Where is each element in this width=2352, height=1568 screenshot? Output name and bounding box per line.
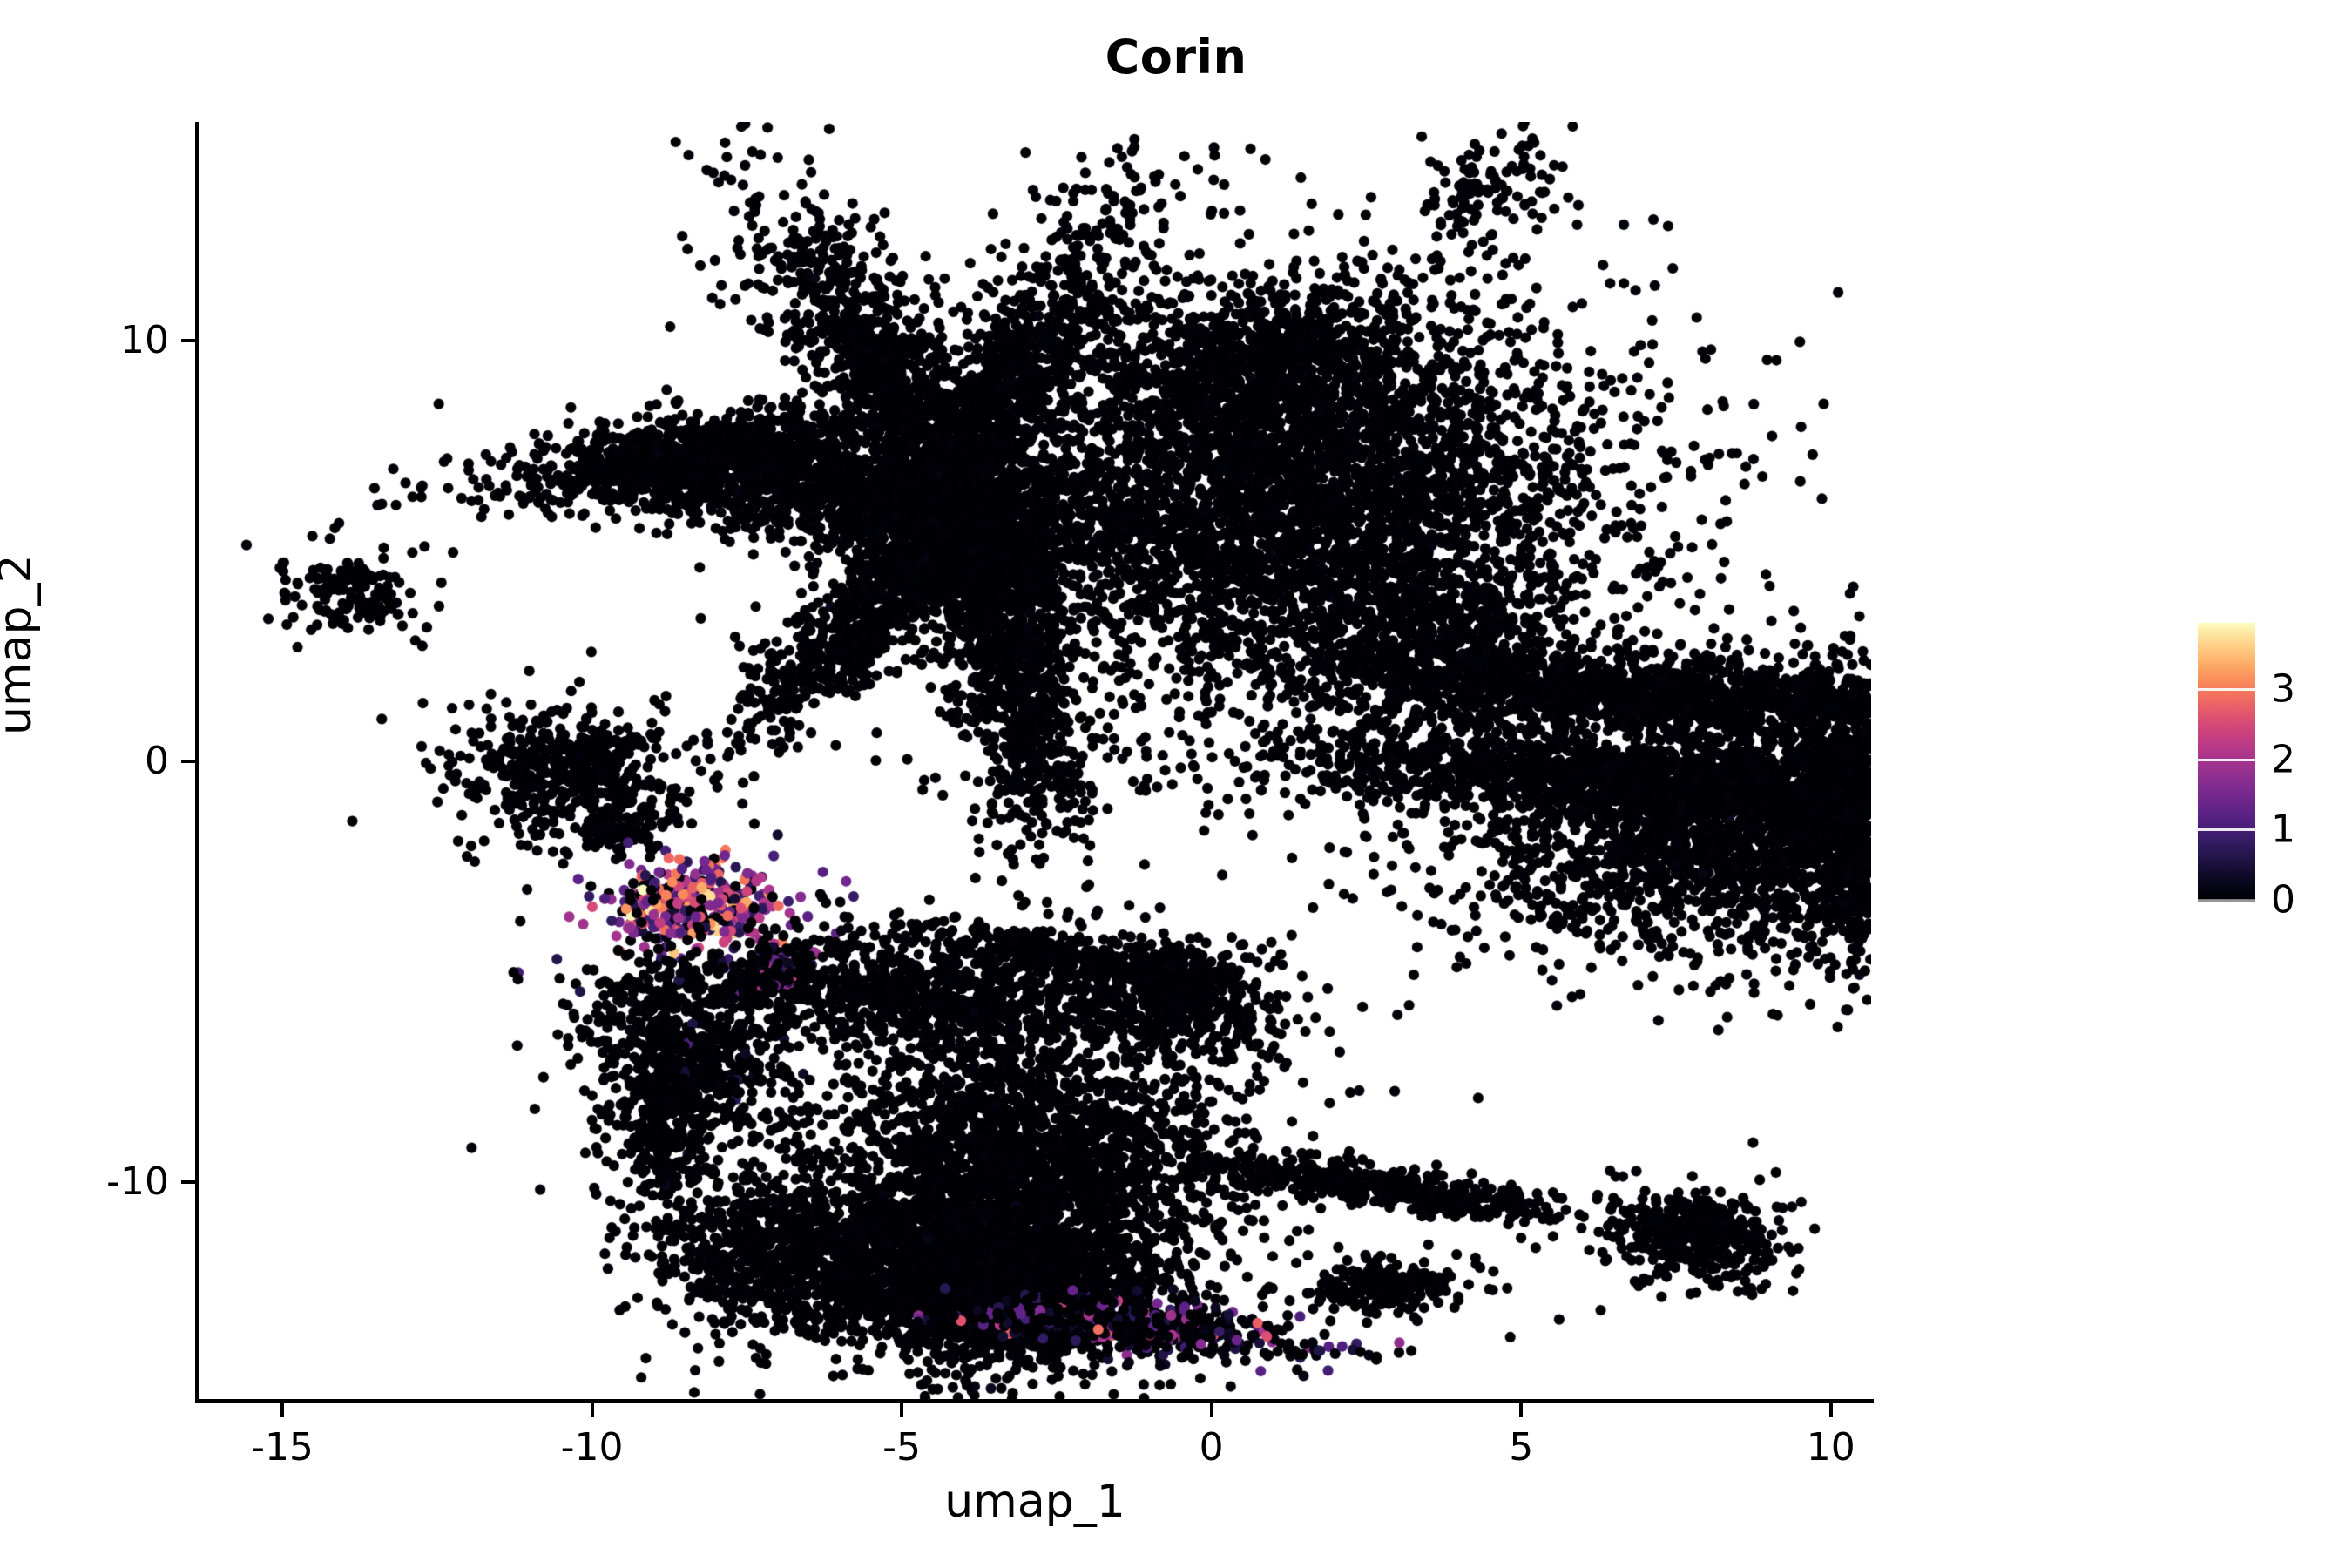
colorbar [2198, 623, 2255, 902]
umap-scatter-canvas [199, 122, 1871, 1401]
colorbar-tick-label: 2 [2271, 737, 2295, 782]
page-title: Corin [1105, 30, 1247, 84]
colorbar-tick-label: 0 [2271, 877, 2295, 923]
x-tick-label: 0 [1199, 1425, 1224, 1470]
x-axis-spine [195, 1399, 1874, 1403]
colorbar-tick-mark [2198, 758, 2255, 761]
colorbar-gradient [2198, 623, 2255, 900]
y-tick-label: -10 [106, 1159, 169, 1204]
x-tick-label: -5 [882, 1425, 922, 1470]
colorbar-tick-label: 3 [2271, 666, 2295, 712]
x-axis-label: umap_1 [944, 1476, 1125, 1528]
y-axis-label: umap_2 [0, 554, 43, 735]
colorbar-tick-label: 1 [2271, 807, 2295, 852]
x-tick-mark [1828, 1403, 1833, 1417]
colorbar-tick-mark [2198, 899, 2255, 902]
x-tick-mark [590, 1403, 594, 1417]
y-axis-spine [195, 122, 199, 1403]
x-tick-label: -10 [560, 1425, 624, 1470]
y-tick-label: 10 [120, 318, 169, 363]
y-tick-mark [181, 339, 195, 343]
scatter-plot-axes [199, 122, 1871, 1401]
y-tick-label: 0 [145, 739, 169, 783]
x-tick-label: 10 [1806, 1425, 1855, 1470]
x-tick-label: 5 [1509, 1425, 1534, 1470]
x-tick-mark [280, 1403, 284, 1417]
x-tick-mark [900, 1403, 904, 1417]
y-tick-mark [181, 1179, 195, 1184]
x-tick-mark [1209, 1403, 1213, 1417]
colorbar-tick-mark [2198, 688, 2255, 692]
y-tick-mark [181, 760, 195, 763]
colorbar-tick-mark [2198, 828, 2255, 832]
x-tick-mark [1519, 1403, 1524, 1417]
x-tick-label: -15 [251, 1425, 314, 1470]
